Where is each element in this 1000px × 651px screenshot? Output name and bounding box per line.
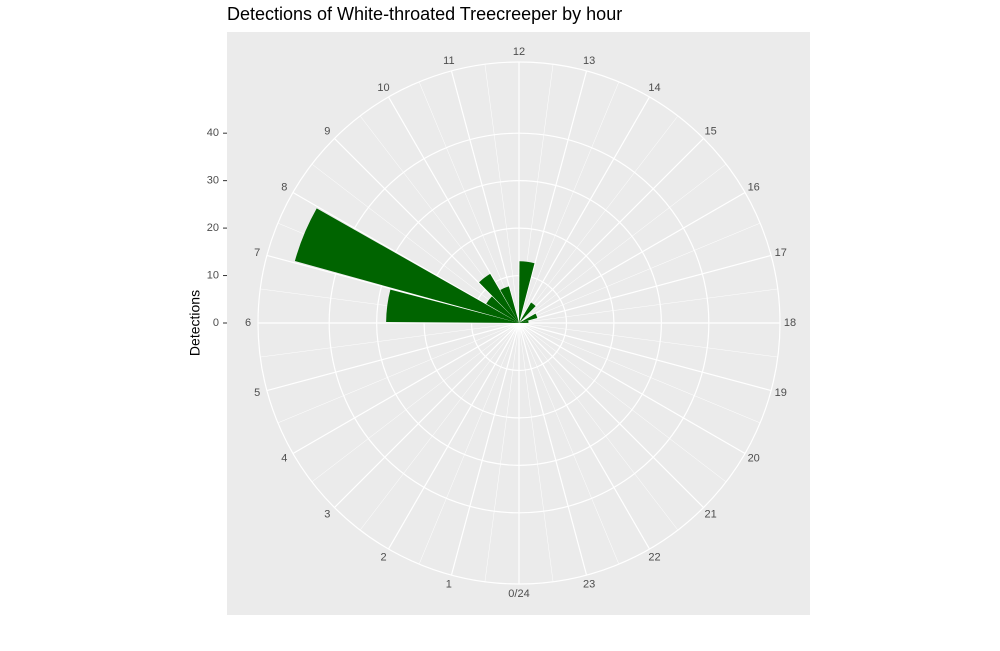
grid-spoke bbox=[518, 191, 746, 324]
bar bbox=[519, 320, 529, 323]
x-tick-label: 23 bbox=[583, 579, 595, 591]
minor-grid-spoke bbox=[518, 322, 778, 358]
x-tick-label: 11 bbox=[443, 55, 454, 67]
grid-spoke bbox=[518, 254, 772, 324]
minor-grid-spoke bbox=[518, 322, 620, 565]
grid-spoke bbox=[518, 138, 704, 324]
minor-grid-spoke bbox=[359, 322, 520, 531]
x-tick-label: 0/24 bbox=[508, 588, 529, 600]
x-tick-label: 8 bbox=[281, 181, 287, 193]
minor-grid-spoke bbox=[260, 322, 520, 358]
x-tick-label: 21 bbox=[705, 509, 717, 521]
bar bbox=[294, 208, 519, 323]
x-tick-label: 15 bbox=[705, 125, 717, 137]
y-tick-label: 10 bbox=[207, 269, 219, 281]
minor-grid-spoke bbox=[518, 115, 679, 324]
grid-spoke bbox=[518, 322, 588, 576]
y-axis-label: Detections bbox=[187, 290, 203, 356]
minor-grid-spoke bbox=[518, 222, 761, 324]
grid-spoke bbox=[387, 96, 520, 324]
minor-grid-spoke bbox=[418, 81, 520, 324]
x-tick-label: 13 bbox=[583, 55, 595, 67]
minor-grid-spoke bbox=[418, 322, 520, 565]
grid-spoke bbox=[518, 70, 588, 324]
grid-spoke bbox=[334, 138, 520, 324]
x-tick-label: 19 bbox=[775, 387, 787, 399]
x-tick-label: 14 bbox=[648, 82, 660, 94]
bar bbox=[519, 313, 538, 323]
x-tick-label: 3 bbox=[324, 509, 330, 521]
x-tick-label: 1 bbox=[446, 579, 452, 591]
x-tick-label: 4 bbox=[281, 452, 287, 464]
x-tick-label: 9 bbox=[324, 125, 330, 137]
grid-spoke bbox=[266, 322, 520, 392]
grid-spoke bbox=[292, 191, 520, 324]
minor-grid-spoke bbox=[518, 163, 727, 324]
minor-grid-spoke bbox=[484, 322, 520, 582]
x-tick-label: 12 bbox=[513, 46, 525, 58]
grid-spoke bbox=[518, 322, 772, 392]
minor-grid-spoke bbox=[518, 322, 554, 582]
bar bbox=[479, 273, 519, 323]
y-tick-label: 30 bbox=[207, 175, 219, 187]
grid-spoke bbox=[387, 322, 520, 550]
bar bbox=[500, 286, 519, 323]
y-tick-label: 40 bbox=[207, 127, 219, 139]
grid-spoke bbox=[518, 96, 651, 324]
grid-spoke bbox=[450, 70, 520, 324]
chart-title: Detections of White-throated Treecreeper… bbox=[227, 4, 622, 24]
y-tick-label: 20 bbox=[207, 222, 219, 234]
bar bbox=[519, 302, 536, 323]
grid-spoke bbox=[266, 254, 520, 324]
grid-spoke bbox=[292, 322, 520, 455]
bar bbox=[386, 289, 519, 323]
minor-grid-spoke bbox=[518, 322, 761, 424]
bar bbox=[519, 261, 535, 323]
minor-grid-spoke bbox=[484, 64, 520, 324]
x-tick-label: 18 bbox=[784, 317, 796, 329]
grid-spoke bbox=[518, 322, 746, 455]
x-tick-label: 7 bbox=[254, 247, 260, 259]
minor-grid-spoke bbox=[518, 322, 679, 531]
x-tick-label: 17 bbox=[775, 247, 787, 259]
x-tick-label: 2 bbox=[380, 552, 386, 564]
x-tick-label: 20 bbox=[748, 452, 760, 464]
minor-grid-spoke bbox=[518, 288, 778, 324]
grid-spoke bbox=[518, 322, 704, 508]
y-tick-label: 0 bbox=[213, 317, 219, 329]
x-tick-label: 16 bbox=[748, 181, 760, 193]
bar bbox=[486, 296, 519, 323]
x-tick-label: 10 bbox=[377, 82, 389, 94]
x-tick-label: 22 bbox=[648, 552, 660, 564]
minor-grid-spoke bbox=[311, 322, 520, 483]
grid-spoke bbox=[450, 322, 520, 576]
minor-grid-spoke bbox=[518, 81, 620, 324]
minor-grid-spoke bbox=[277, 322, 520, 424]
x-tick-label: 5 bbox=[254, 387, 260, 399]
grid-spoke bbox=[334, 322, 520, 508]
x-tick-label: 6 bbox=[245, 317, 251, 329]
minor-grid-spoke bbox=[311, 163, 520, 324]
grid-spoke bbox=[518, 322, 651, 550]
minor-grid-spoke bbox=[518, 322, 727, 483]
